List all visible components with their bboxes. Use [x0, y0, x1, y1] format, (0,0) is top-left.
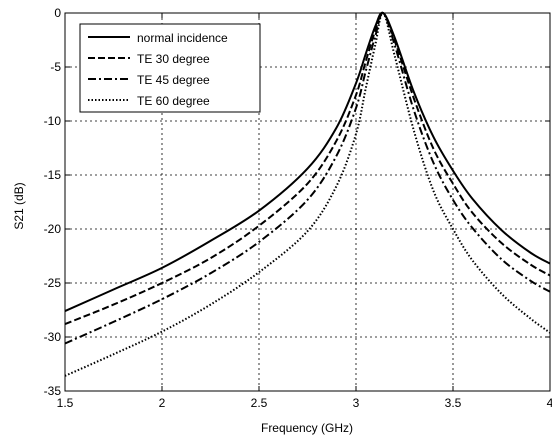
y-tick-label: -10 [44, 114, 62, 128]
y-tick-label: -15 [44, 168, 62, 182]
x-tick-label: 3 [353, 396, 360, 410]
series-line-0 [64, 11, 551, 312]
x-tick-label: 4 [547, 396, 552, 410]
plot-frame [64, 12, 551, 392]
x-tick-label: 2 [159, 396, 166, 410]
ticks [64, 12, 551, 392]
y-tick-label: -35 [44, 384, 62, 398]
legend-label-te-45: TE 45 degree [137, 73, 210, 87]
tick-labels: 1.5 2 2.5 3 3.5 4 -35 -30 -25 -20 -15 -10 -5 0 [44, 6, 552, 410]
series-layer [64, 11, 551, 377]
legend-label-te-60: TE 60 degree [137, 94, 210, 108]
y-tick-label: -25 [44, 276, 62, 290]
legend: normal incidence TE 30 degree TE 45 degr… [79, 23, 261, 113]
y-tick-label: -20 [44, 222, 62, 236]
x-tick-label: 3.5 [445, 396, 462, 410]
series-line-3 [64, 11, 551, 377]
series-line-1 [64, 11, 551, 325]
series-line-2 [64, 12, 551, 345]
legend-box [79, 23, 261, 113]
y-tick-label: 0 [54, 6, 61, 20]
y-tick-label: -5 [50, 60, 61, 74]
x-tick-label: 2.5 [251, 396, 268, 410]
x-tick-label: 1.5 [57, 396, 74, 410]
legend-label-te-30: TE 30 degree [137, 52, 210, 66]
y-tick-label: -30 [44, 330, 62, 344]
y-axis-label: S21 (dB) [12, 182, 26, 229]
legend-label-normal-incidence: normal incidence [137, 31, 228, 45]
x-axis-label: Frequency (GHz) [261, 421, 353, 435]
